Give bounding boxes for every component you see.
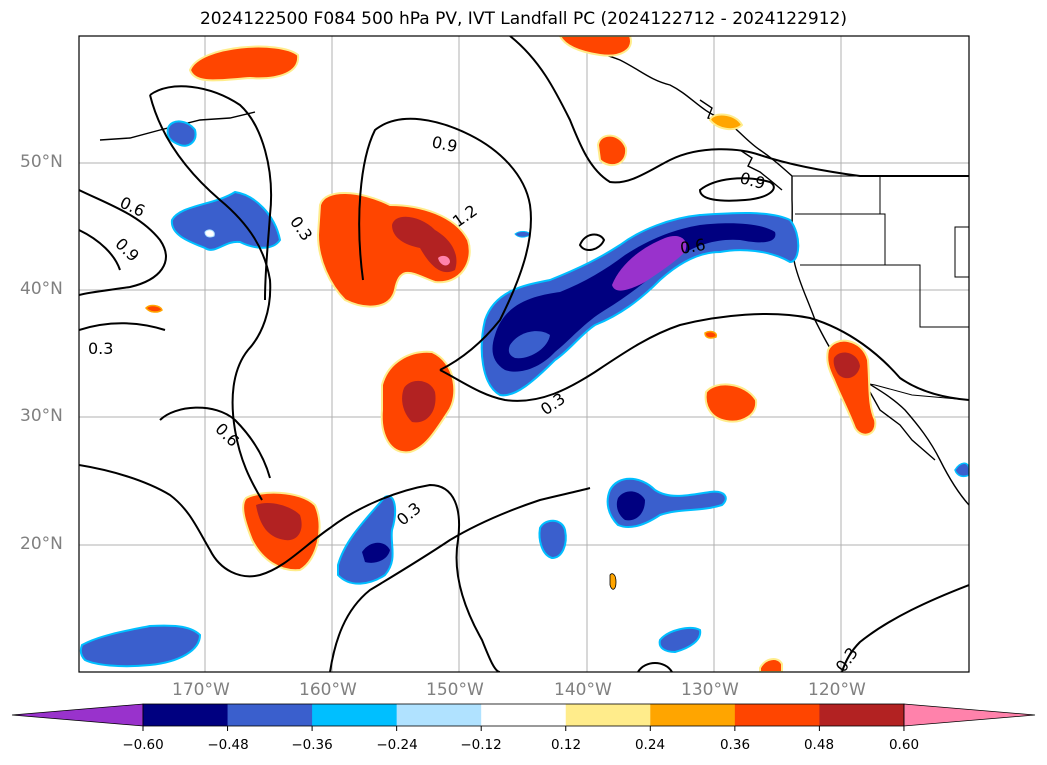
contour-label: 0.9 bbox=[430, 132, 459, 156]
contour-label: 0.3 bbox=[286, 213, 316, 245]
lon-label-160w: 160°W bbox=[299, 680, 357, 700]
colorbar-swatch bbox=[396, 704, 482, 726]
lon-label-140w: 140°W bbox=[554, 680, 612, 700]
colorbar-tick-label: −0.12 bbox=[460, 737, 502, 753]
colorbar-swatch bbox=[481, 704, 567, 726]
contour-label: 0.3 bbox=[537, 389, 569, 419]
gridlines bbox=[79, 36, 969, 672]
contour-label: 0.6 bbox=[117, 193, 148, 221]
contour-label: 0.6 bbox=[679, 235, 707, 258]
contour-label: 0.3 bbox=[393, 498, 425, 529]
colorbar-swatch bbox=[565, 704, 651, 726]
lat-label-30: 30°N bbox=[20, 406, 63, 426]
colorbar bbox=[11, 703, 1036, 731]
colorbar-swatch bbox=[650, 704, 736, 726]
colorbar-swatch bbox=[819, 704, 905, 726]
state-borders bbox=[792, 175, 969, 401]
lat-label-40: 40°N bbox=[20, 279, 63, 299]
map-title: 2024122500 F084 500 hPa PV, IVT Landfall… bbox=[199, 9, 847, 29]
colorbar-swatch bbox=[227, 704, 313, 726]
lon-label-170w: 170°W bbox=[172, 680, 230, 700]
lon-label-130w: 130°W bbox=[681, 680, 739, 700]
colorbar-tick-label: 0.48 bbox=[803, 737, 835, 753]
lon-label-150w: 150°W bbox=[426, 680, 484, 700]
colorbar-extend-low bbox=[11, 703, 144, 727]
contour-label: 0.3 bbox=[88, 339, 113, 358]
ivt-contours bbox=[79, 36, 969, 672]
colorbar-tick-label: 0.24 bbox=[634, 737, 666, 753]
colorbar-tick-label: 0.36 bbox=[719, 737, 751, 753]
colorbar-swatch bbox=[312, 704, 398, 726]
colorbar-tick-label: 0.60 bbox=[888, 737, 920, 753]
contour-label: 0.3 bbox=[832, 644, 862, 676]
colorbar-tick-label: −0.60 bbox=[122, 737, 164, 753]
lat-label-20: 20°N bbox=[20, 534, 63, 554]
pv-shading bbox=[79, 36, 969, 672]
map-border bbox=[78, 35, 970, 673]
lat-label-50: 50°N bbox=[20, 152, 63, 172]
lon-label-120w: 120°W bbox=[808, 680, 866, 700]
contour-label: 0.9 bbox=[738, 168, 768, 193]
colorbar-extend-high bbox=[903, 703, 1036, 727]
colorbar-swatch bbox=[734, 704, 820, 726]
colorbar-tick-label: −0.36 bbox=[291, 737, 333, 753]
colorbar-outline bbox=[142, 703, 905, 727]
colorbar-tick-label: 0.12 bbox=[550, 737, 582, 753]
colorbar-tick-label: −0.24 bbox=[376, 737, 418, 753]
colorbar-swatch bbox=[143, 704, 229, 726]
colorbar-tick-label: −0.48 bbox=[207, 737, 249, 753]
